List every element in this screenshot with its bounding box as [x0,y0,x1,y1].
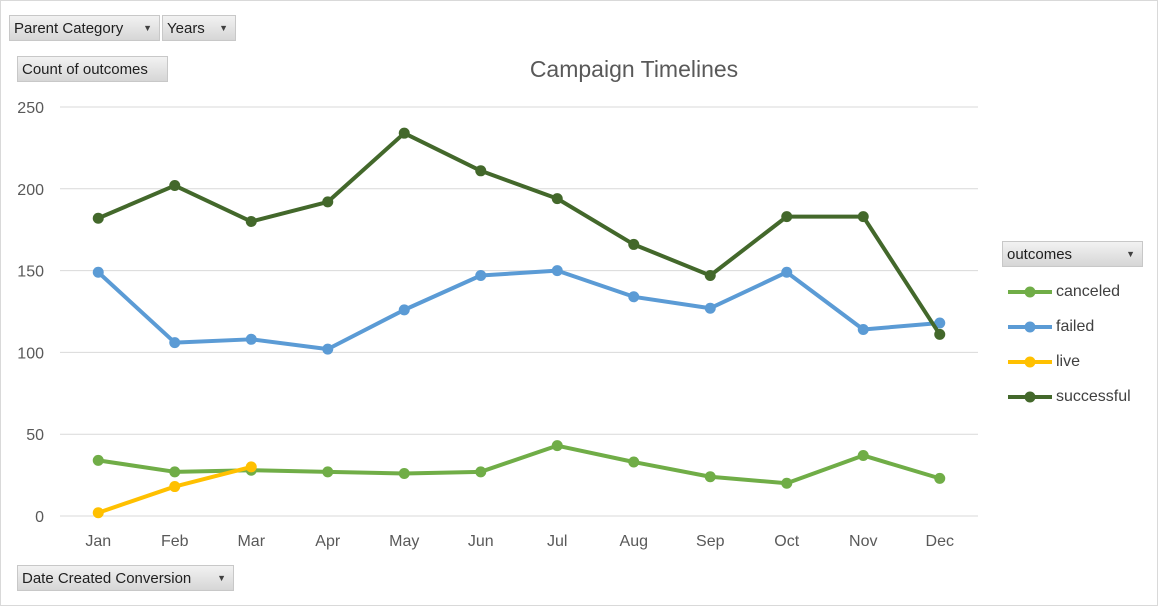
y-tick-label: 0 [35,509,44,526]
series-live [92,461,257,519]
x-tick-label: Aug [620,533,648,550]
data-point-canceled [551,440,563,452]
data-point-failed [398,304,410,316]
data-point-failed [934,317,946,329]
x-tick-label: May [389,533,419,550]
legend-swatch-live [1008,356,1052,367]
data-point-canceled [628,456,640,468]
legend-item-successful: successful [1006,379,1131,414]
dropdown-arrow-icon: ▼ [143,23,152,33]
data-point-successful [322,196,334,208]
data-point-canceled [322,466,334,478]
x-tick-label: Apr [315,533,341,550]
x-tick-label: Jan [85,533,111,550]
data-point-failed [551,265,563,277]
data-point-successful [551,193,563,205]
data-point-failed [169,337,181,349]
data-point-canceled [934,472,946,484]
series-line-canceled [96,443,942,486]
x-tick-label: Mar [237,533,265,550]
legend-swatch-canceled [1008,286,1052,297]
data-point-failed [781,266,793,278]
x-tick-label: Oct [774,533,799,550]
dropdown-arrow-icon: ▼ [1126,249,1135,259]
legend-swatch-successful [1008,391,1052,402]
y-tick-label: 100 [17,345,44,362]
data-point-successful [857,211,869,223]
values-field-label: Count of outcomes [22,60,148,78]
x-tick-label: Jun [468,533,494,550]
values-field-button[interactable]: Count of outcomes [17,56,168,82]
data-point-live [245,461,257,473]
data-point-canceled [398,467,410,479]
series-successful [92,127,946,340]
series-canceled [92,440,946,489]
y-tick-label: 200 [17,182,44,199]
data-point-failed [628,291,640,303]
x-tick-label: Dec [926,533,954,550]
axis-field-label: Date Created Conversion [22,569,192,587]
legend-label: successful [1056,387,1131,405]
grid-lines [60,106,978,517]
data-point-live [169,481,181,493]
axis-field-button[interactable]: Date Created Conversion ▼ [17,565,234,591]
data-point-failed [704,302,716,314]
y-tick-label: 50 [26,427,44,444]
data-point-failed [245,333,257,345]
y-tick-label: 150 [17,264,44,281]
legend-field-label: outcomes [1007,245,1073,263]
legend-label: canceled [1056,282,1121,300]
legend-item-live: live [1006,344,1131,379]
data-point-successful [92,212,104,224]
data-point-canceled [92,454,104,466]
x-tick-label: Jul [547,533,567,550]
data-point-canceled [857,449,869,461]
parent-category-filter-button[interactable]: Parent Category ▼ [9,15,160,41]
legend-swatch-failed [1008,321,1052,332]
data-point-canceled [475,466,487,478]
x-tick-label: Nov [849,533,877,550]
data-point-successful [704,270,716,282]
data-point-successful [245,216,257,228]
legend-item-failed: failed [1006,309,1131,344]
legend-item-canceled: canceled [1006,274,1131,309]
series-failed [92,265,946,355]
data-point-successful [781,211,793,223]
chart-legend: canceled failed live successful [1006,274,1131,414]
legend-field-button[interactable]: outcomes ▼ [1002,241,1143,267]
years-label: Years [167,19,205,37]
legend-label: live [1056,352,1081,370]
parent-category-label: Parent Category [14,19,124,37]
data-point-canceled [169,466,181,478]
x-tick-label: Sep [696,533,725,550]
data-point-canceled [781,477,793,489]
y-tick-labels: 0 50 100 150 200 250 [17,100,44,526]
legend-label: failed [1056,317,1095,335]
data-point-successful [934,328,946,340]
data-point-successful [628,238,640,250]
dropdown-arrow-icon: ▼ [217,573,226,583]
data-point-live [92,507,104,519]
data-point-successful [475,165,487,177]
years-filter-button[interactable]: Years ▼ [162,15,236,41]
series-lines [92,127,946,519]
y-tick-label: 250 [17,100,44,117]
x-tick-label: Feb [161,533,189,550]
data-point-failed [857,323,869,335]
data-point-successful [398,127,410,139]
chart-title: Campaign Timelines [530,56,738,82]
x-tick-labels: Jan Feb Mar Apr May Jun Jul Aug Sep Oct Nov Dec [85,533,954,550]
series-line-failed [96,268,942,352]
series-line-successful [96,131,942,337]
data-point-successful [169,180,181,192]
data-point-failed [475,270,487,282]
dropdown-arrow-icon: ▼ [219,23,228,33]
data-point-failed [92,266,104,278]
data-point-failed [322,343,334,355]
data-point-canceled [704,471,716,483]
